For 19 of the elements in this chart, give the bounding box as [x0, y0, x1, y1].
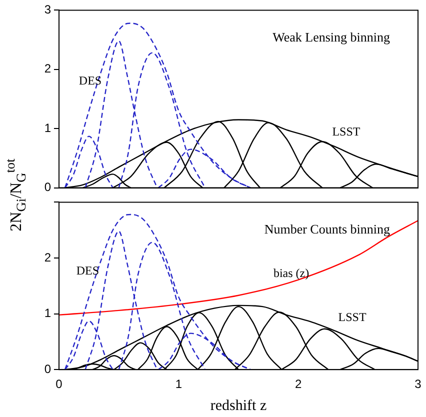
y-tick-label: 3 — [44, 2, 52, 17]
series-label: DES — [76, 263, 100, 278]
x-tick-label: 3 — [414, 377, 422, 392]
y-tick-label: 1 — [44, 306, 52, 320]
series-label: bias (z) — [273, 266, 310, 280]
text: Weak Lensing binning — [272, 30, 390, 45]
text: Number Counts binning — [264, 222, 390, 237]
x-tick-label: 1 — [175, 377, 182, 392]
x-tick-label: 2 — [294, 377, 302, 392]
y-tick-label: 1 — [44, 120, 52, 135]
x-tick-label: 0 — [56, 377, 63, 392]
x-axis-title: redshift z — [210, 398, 267, 414]
y-tick-label: 0 — [44, 180, 52, 194]
y-tick-label: 0 — [44, 362, 52, 376]
y-tick-label: 2 — [44, 62, 52, 76]
series-label: DES — [78, 73, 102, 88]
y-tick-label: 2 — [44, 250, 52, 264]
series-label: LSST — [332, 124, 361, 138]
series-label: LSST — [338, 310, 367, 324]
